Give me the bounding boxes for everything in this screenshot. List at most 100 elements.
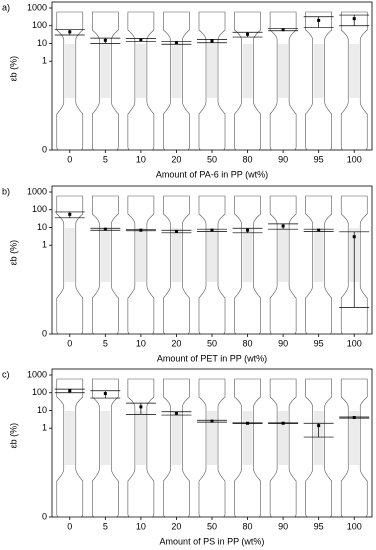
x-axis-label: Amount of PA-6 in PP (wt%) <box>156 169 268 179</box>
x-tick-label: 50 <box>207 338 217 348</box>
x-tick-label: 20 <box>171 338 181 348</box>
specimen <box>127 378 155 518</box>
specimen-gauge <box>100 44 111 98</box>
specimen-gauge <box>207 44 217 98</box>
specimen-gauge <box>64 228 75 282</box>
mean-marker <box>210 419 214 423</box>
y-tick-label: 1 <box>42 240 47 250</box>
y-axis-label: εb (%) <box>8 240 18 266</box>
specimen-gauge <box>313 411 324 465</box>
specimen <box>305 195 332 335</box>
specimen <box>198 195 226 335</box>
specimen-gauge <box>349 411 360 465</box>
mean-marker <box>352 235 356 239</box>
specimen-gauge <box>278 228 289 282</box>
x-tick-label: 0 <box>67 154 72 164</box>
specimen-gauge <box>242 44 253 98</box>
specimen-gauge <box>278 411 289 465</box>
specimen <box>234 195 261 335</box>
x-tick-label: 0 <box>67 521 72 531</box>
y-tick-label: 1 <box>42 423 47 433</box>
mean-marker <box>68 389 72 393</box>
specimen <box>56 195 84 335</box>
x-tick-label: 80 <box>243 154 253 164</box>
specimen-gauge <box>100 411 111 465</box>
mean-marker <box>103 392 107 396</box>
mean-marker <box>317 228 321 232</box>
specimen-gauge <box>278 44 289 98</box>
mean-marker <box>103 38 107 42</box>
y-tick-label: 10 <box>37 222 47 232</box>
x-tick-label: 20 <box>171 154 181 164</box>
specimen-gauge <box>242 411 253 465</box>
specimen <box>92 195 119 335</box>
mean-marker <box>139 405 143 409</box>
specimen <box>56 11 84 151</box>
specimen-gauge <box>207 411 217 465</box>
specimen <box>340 195 368 335</box>
x-tick-label: 50 <box>207 154 217 164</box>
specimen <box>163 11 190 151</box>
specimen <box>127 11 155 151</box>
mean-marker <box>103 227 107 231</box>
specimen-gauge <box>64 44 75 98</box>
specimen <box>269 11 297 151</box>
y-tick-label: 1000 <box>27 369 47 379</box>
x-axis-label: Amount of PET in PP (wt%) <box>157 353 267 363</box>
y-tick-label: 1 <box>42 56 47 66</box>
x-tick-label: 95 <box>314 521 324 531</box>
y-tick-label: 1000 <box>27 186 47 196</box>
y-tick-label: 100 <box>32 204 47 214</box>
mean-marker <box>281 224 285 228</box>
specimen-gauge <box>135 228 146 282</box>
mean-marker <box>246 228 250 232</box>
specimen-gauge <box>242 228 253 282</box>
y-axis-label: εb (%) <box>8 423 18 449</box>
specimen <box>56 378 84 518</box>
specimen <box>198 11 226 151</box>
mean-marker <box>139 228 143 232</box>
mean-marker <box>68 30 72 34</box>
specimen-gauge <box>349 44 360 98</box>
x-tick-label: 20 <box>171 521 181 531</box>
x-tick-label: 95 <box>314 338 324 348</box>
specimen-gauge <box>171 228 182 282</box>
mean-marker <box>139 38 143 42</box>
specimen <box>305 11 332 151</box>
specimen <box>269 378 297 518</box>
panel-label: a) <box>2 2 10 12</box>
x-tick-label: 10 <box>136 154 146 164</box>
specimen <box>92 378 119 518</box>
specimen-gauge <box>135 411 146 465</box>
specimen-gauge <box>100 228 111 282</box>
mean-marker <box>281 421 285 425</box>
y-tick-label: 0 <box>42 328 47 338</box>
specimen-gauge <box>171 411 182 465</box>
y-tick-label: 1000 <box>27 2 47 12</box>
mean-marker <box>281 28 285 32</box>
y-tick-label: 100 <box>32 20 47 30</box>
specimen <box>340 11 368 151</box>
x-tick-label: 5 <box>103 154 108 164</box>
specimen-gauge <box>135 44 146 98</box>
specimen-gauge <box>171 44 182 98</box>
specimen-gauge <box>313 44 324 98</box>
mean-marker <box>174 229 178 233</box>
specimen-gauge <box>313 228 324 282</box>
mean-marker <box>210 228 214 232</box>
mean-marker <box>317 18 321 22</box>
y-axis-label: εb (%) <box>8 56 18 82</box>
specimen-gauge <box>207 228 217 282</box>
x-tick-label: 100 <box>347 521 362 531</box>
x-tick-label: 80 <box>243 338 253 348</box>
specimen <box>163 378 190 518</box>
x-tick-label: 90 <box>278 338 288 348</box>
y-tick-label: 0 <box>42 144 47 154</box>
mean-marker <box>317 424 321 428</box>
x-tick-label: 100 <box>347 154 362 164</box>
specimen <box>340 378 368 518</box>
x-tick-label: 90 <box>278 154 288 164</box>
mean-marker <box>352 416 356 420</box>
x-tick-label: 100 <box>347 338 362 348</box>
